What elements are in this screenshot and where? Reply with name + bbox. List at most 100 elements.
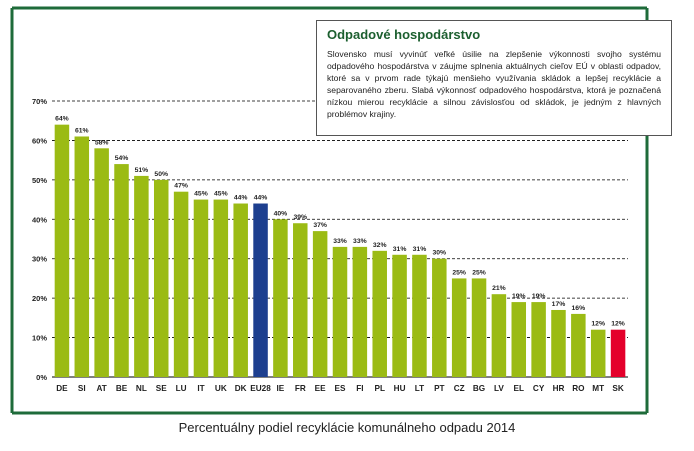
bar-value-label: 31%	[413, 246, 427, 253]
y-tick-label: 10%	[32, 334, 47, 343]
x-tick-label: PL	[374, 384, 384, 393]
bar-value-label: 12%	[611, 321, 625, 328]
y-tick-label: 60%	[32, 136, 47, 145]
bar-value-label: 33%	[333, 238, 347, 245]
bar-value-label: 45%	[194, 191, 208, 198]
y-tick-label: 30%	[32, 255, 47, 264]
x-tick-label: CZ	[454, 384, 465, 393]
x-tick-label: SK	[612, 384, 623, 393]
info-box: Odpadové hospodárstvo Slovensko musí vyv…	[316, 20, 672, 136]
bar-value-label: 33%	[353, 238, 367, 245]
bar-value-label: 37%	[313, 222, 327, 229]
bar-value-label: 21%	[492, 285, 506, 292]
x-tick-label: NL	[136, 384, 147, 393]
bar-value-label: 25%	[472, 269, 486, 276]
bar-value-label: 44%	[234, 195, 248, 202]
bar-hu	[392, 254, 407, 377]
x-tick-label: EL	[514, 384, 524, 393]
bar-at	[94, 148, 109, 377]
x-tick-label: UK	[215, 384, 227, 393]
bar-bg	[471, 278, 487, 377]
bar-es	[332, 246, 348, 377]
bar-value-label: 40%	[274, 210, 288, 217]
y-tick-label: 70%	[32, 97, 47, 106]
x-tick-label: BE	[116, 384, 128, 393]
y-tick-label: 40%	[32, 215, 47, 224]
bar-value-label: 50%	[154, 171, 168, 178]
bar-value-label: 12%	[591, 321, 605, 328]
x-tick-label: RO	[572, 384, 585, 393]
x-tick-label: CY	[533, 384, 545, 393]
bar-value-label: 51%	[135, 167, 149, 174]
bar-value-label: 19%	[532, 293, 546, 300]
x-tick-label: DK	[235, 384, 247, 393]
bar-cy	[531, 302, 546, 377]
bar-eu28	[253, 203, 268, 377]
y-tick-label: 0%	[36, 373, 47, 382]
x-tick-label: LT	[415, 384, 424, 393]
bar-it	[193, 199, 209, 377]
bar-value-label: 31%	[393, 246, 407, 253]
x-tick-label: IT	[197, 384, 204, 393]
x-tick-label: PT	[434, 384, 444, 393]
bar-value-label: 64%	[55, 116, 69, 123]
x-tick-label: AT	[96, 384, 106, 393]
x-tick-label: IE	[277, 384, 285, 393]
y-tick-label: 20%	[32, 294, 47, 303]
bar-value-label: 54%	[115, 155, 129, 162]
x-tick-label: SI	[78, 384, 86, 393]
bar-value-label: 44%	[254, 195, 268, 202]
bar-ee	[312, 231, 328, 377]
x-tick-label: HU	[394, 384, 406, 393]
bar-pl	[372, 250, 387, 377]
bar-value-label: 45%	[214, 191, 228, 198]
x-tick-label: LV	[494, 384, 504, 393]
bar-value-label: 58%	[95, 139, 109, 146]
bar-value-label: 47%	[174, 183, 188, 190]
bar-value-label: 19%	[512, 293, 526, 300]
x-tick-label: DE	[56, 384, 68, 393]
bar-sk	[610, 329, 626, 377]
x-tick-label: ES	[335, 384, 346, 393]
bar-de	[54, 124, 70, 378]
bar-fi	[352, 246, 368, 377]
bar-value-label: 17%	[552, 301, 566, 308]
bar-pt	[432, 258, 447, 377]
bar-value-label: 30%	[433, 250, 447, 257]
bar-cz	[451, 278, 467, 377]
bar-value-label: 25%	[452, 269, 466, 276]
x-tick-label: BG	[473, 384, 485, 393]
bar-se	[153, 179, 169, 377]
x-tick-label: EU28	[250, 384, 271, 393]
bar-dk	[233, 203, 248, 377]
bar-ie	[273, 219, 288, 377]
bar-hr	[551, 309, 566, 377]
bar-mt	[590, 329, 606, 377]
bar-value-label: 61%	[75, 127, 89, 134]
bar-value-label: 39%	[293, 214, 307, 221]
x-tick-label: MT	[592, 384, 604, 393]
bar-lv	[491, 294, 507, 377]
x-tick-label: SE	[156, 384, 167, 393]
x-tick-label: FI	[356, 384, 363, 393]
bar-uk	[213, 199, 229, 377]
bar-fr	[293, 223, 308, 377]
x-tick-label: EE	[315, 384, 326, 393]
bar-be	[114, 164, 129, 377]
info-box-title: Odpadové hospodárstvo	[327, 27, 481, 42]
bar-nl	[134, 175, 149, 377]
x-tick-label: HR	[553, 384, 565, 393]
info-box-text: Slovensko musí vyvinúť veľké úsilie na z…	[327, 49, 661, 119]
x-tick-label: LU	[176, 384, 187, 393]
bar-value-label: 32%	[373, 242, 387, 249]
bar-ro	[571, 313, 586, 377]
y-tick-label: 50%	[32, 176, 47, 185]
chart-title: Percentuálny podiel recyklácie komunálne…	[178, 420, 516, 435]
bar-el	[511, 302, 527, 377]
bar-lu	[173, 191, 189, 377]
bar-lt	[412, 254, 427, 377]
bar-si	[74, 136, 90, 377]
x-tick-label: FR	[295, 384, 306, 393]
bar-value-label: 16%	[572, 305, 586, 312]
